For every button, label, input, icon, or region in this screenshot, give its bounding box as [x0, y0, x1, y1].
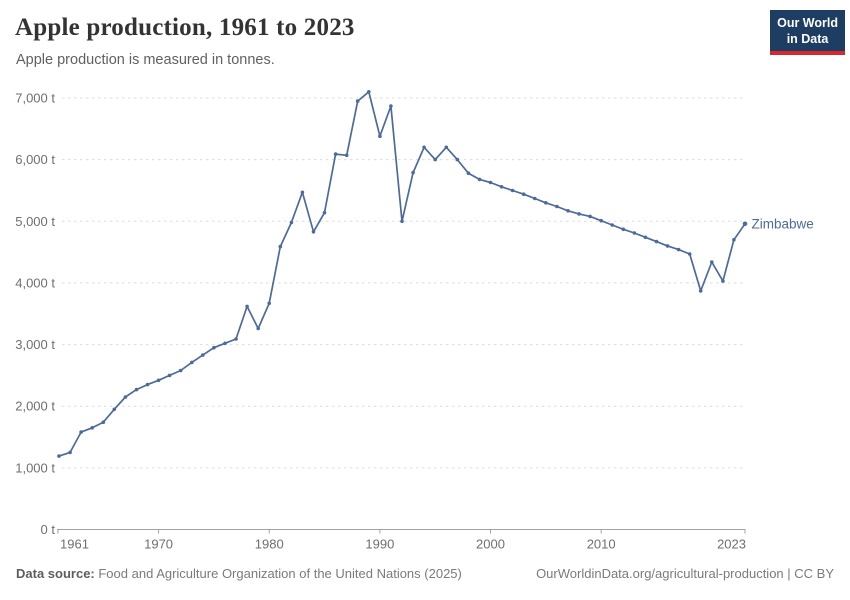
data-point	[156, 378, 161, 383]
data-point	[610, 223, 614, 227]
data-point	[466, 171, 471, 175]
data-point	[367, 90, 371, 94]
data-point	[632, 231, 637, 235]
data-point	[178, 368, 183, 373]
data-point	[643, 235, 648, 240]
data-point	[577, 212, 581, 216]
y-tick-label: 7,000 t	[15, 91, 55, 106]
data-point	[588, 214, 592, 219]
data-point	[101, 420, 106, 425]
data-point	[234, 337, 238, 341]
data-point	[621, 227, 626, 232]
data-point	[355, 99, 360, 103]
data-point	[167, 373, 172, 378]
data-point	[134, 387, 139, 392]
data-point	[555, 204, 559, 209]
data-point	[721, 279, 725, 283]
data-point	[90, 426, 94, 430]
x-tick-label: 2010	[587, 537, 616, 552]
data-point	[455, 157, 460, 162]
y-tick-label: 0 t	[41, 522, 56, 537]
data-point	[212, 345, 216, 350]
data-point	[687, 252, 692, 256]
data-point	[599, 218, 603, 223]
data-point	[68, 450, 72, 455]
data-point	[676, 247, 681, 252]
footer-source-label: Data source:	[16, 566, 95, 581]
data-point	[145, 382, 150, 387]
data-point	[267, 301, 272, 306]
owid-logo: Our World in Data	[770, 10, 845, 55]
data-point	[389, 104, 393, 108]
footer-data-source: Data source: Food and Agriculture Organi…	[16, 566, 462, 581]
data-point	[344, 153, 349, 158]
data-point	[79, 430, 83, 434]
data-point	[400, 219, 404, 224]
y-tick-label: 5,000 t	[15, 214, 55, 229]
data-point	[510, 188, 515, 193]
x-tick-label: 1961	[60, 537, 89, 552]
data-point	[422, 145, 426, 150]
data-point	[488, 180, 493, 185]
x-tick-label: 1990	[365, 537, 394, 552]
data-point	[710, 260, 714, 264]
y-tick-label: 3,000 t	[15, 337, 55, 352]
data-point	[521, 192, 526, 196]
data-point	[201, 353, 205, 357]
data-point	[698, 289, 703, 293]
data-point	[333, 152, 338, 156]
data-point	[57, 454, 61, 458]
data-point	[477, 177, 482, 182]
data-point	[499, 185, 504, 189]
data-point	[433, 157, 438, 162]
footer-source-text: Food and Agriculture Organization of the…	[94, 566, 462, 581]
data-point	[544, 201, 548, 205]
data-point	[190, 360, 194, 365]
data-point	[533, 196, 537, 201]
data-point	[444, 145, 449, 150]
data-point	[322, 210, 327, 215]
chart-subtitle: Apple production is measured in tonnes.	[16, 52, 275, 68]
x-tick-label: 1980	[255, 537, 284, 552]
data-point	[311, 230, 316, 234]
owid-logo-line1: Our World	[777, 16, 838, 30]
data-point	[742, 221, 748, 227]
data-point	[654, 239, 659, 244]
data-point	[123, 395, 128, 399]
y-tick-label: 6,000 t	[15, 152, 55, 167]
entity-label-zimbabwe: Zimbabwe	[752, 216, 814, 231]
y-tick-label: 1,000 t	[15, 460, 55, 475]
y-tick-label: 2,000 t	[15, 399, 55, 414]
x-tick-label: 1970	[144, 537, 173, 552]
data-point	[665, 244, 670, 248]
y-tick-label: 4,000 t	[15, 275, 55, 290]
data-point	[378, 134, 382, 138]
data-point	[566, 209, 570, 213]
owid-logo-line2: in Data	[786, 32, 829, 46]
data-point	[300, 190, 305, 195]
data-point	[223, 341, 227, 346]
data-point	[732, 238, 736, 242]
data-point	[112, 407, 117, 412]
data-point	[245, 304, 249, 309]
chart-footer: Data source: Food and Agriculture Organi…	[16, 566, 834, 581]
data-point	[289, 220, 294, 225]
data-point	[278, 244, 283, 249]
x-tick-label: 2000	[476, 537, 505, 552]
production-line	[58, 90, 746, 457]
chart-title: Apple production, 1961 to 2023	[15, 14, 355, 41]
data-point	[411, 170, 415, 175]
footer-license-link: OurWorldinData.org/agricultural-producti…	[536, 566, 834, 581]
data-point	[256, 326, 261, 331]
x-tick-label: 2023	[717, 537, 746, 552]
